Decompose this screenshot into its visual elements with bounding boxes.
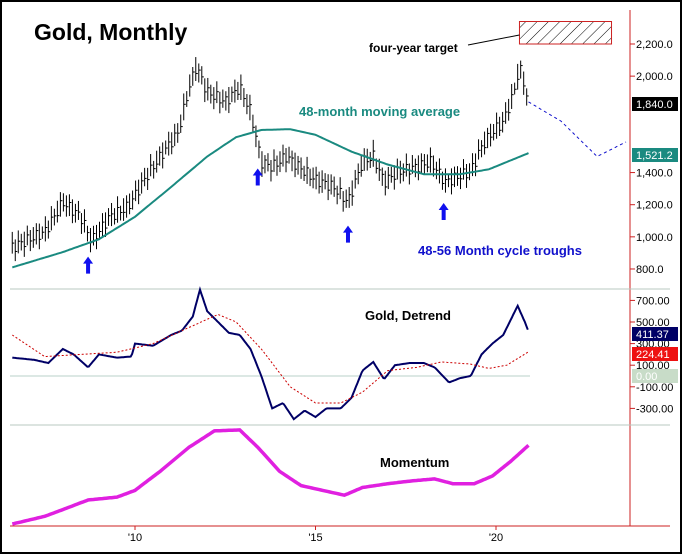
y-tick-label: 1,200.0 <box>636 200 673 212</box>
y-tick-label: 1,000.0 <box>636 232 673 244</box>
detrend-average-line <box>12 313 529 404</box>
last-price-value: 1,840.0 <box>636 99 673 111</box>
detrend-average-value: 224.41 <box>636 349 670 361</box>
y-tick-label: 500.00 <box>636 317 670 329</box>
momentum-label: Momentum <box>380 455 449 470</box>
zero-badge <box>632 369 678 383</box>
trough-arrow-icon <box>342 225 353 243</box>
y-tick-label: 1,400.0 <box>636 168 673 180</box>
target-label: four-year target <box>369 41 458 55</box>
chart-title: Gold, Monthly <box>34 19 188 45</box>
last-ma-value: 1,521.2 <box>636 150 673 162</box>
last-price-badge <box>632 97 678 111</box>
target-box <box>518 21 613 45</box>
y-tick-label: -300.00 <box>636 403 673 415</box>
trough-arrow-icon <box>252 168 263 186</box>
trough-arrow-icon <box>438 202 449 220</box>
x-tick-label: '15 <box>308 532 322 544</box>
detrend-label: Gold, Detrend <box>365 308 451 323</box>
moving-average-line <box>11 128 529 269</box>
detrend-badge <box>632 327 678 341</box>
y-tick-label: 2,200.0 <box>636 39 673 51</box>
trough-arrow-icon <box>83 256 94 274</box>
x-tick-label: '10 <box>128 532 142 544</box>
detrend-line <box>12 286 529 421</box>
y-tick-label: -100.00 <box>636 382 673 394</box>
x-tick-label: '20 <box>489 532 503 544</box>
zero-value: 0.00 <box>636 371 657 383</box>
detrend-average-badge <box>632 347 678 361</box>
y-tick-label: 2,000.0 <box>636 71 673 83</box>
projection-line <box>528 101 627 158</box>
last-ma-badge <box>632 148 678 162</box>
troughs-label: 48-56 Month cycle troughs <box>418 243 582 258</box>
ma-label: 48-month moving average <box>299 104 460 119</box>
target-pointer <box>467 34 520 46</box>
y-tick-label: 700.00 <box>636 295 670 307</box>
y-tick-label: 800.0 <box>636 264 664 276</box>
detrend-value: 411.37 <box>636 329 669 341</box>
momentum-line <box>11 428 530 526</box>
